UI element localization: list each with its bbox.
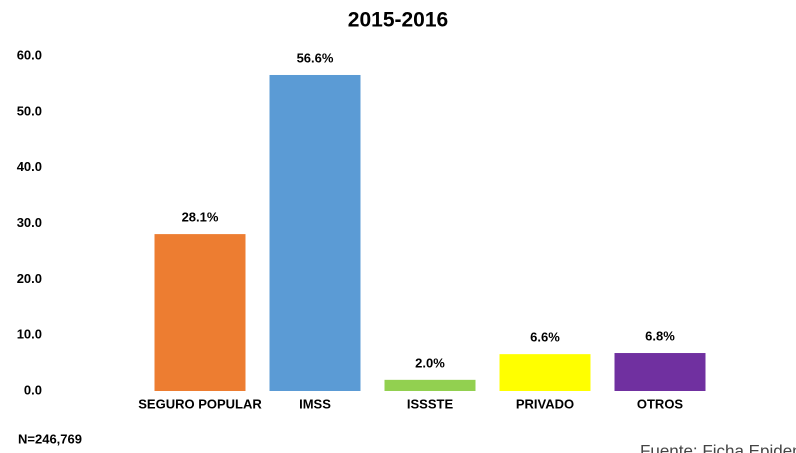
bar (154, 234, 246, 391)
value-label: 6.8% (645, 328, 675, 343)
chart-title: 2015-2016 (348, 9, 448, 32)
x-tick-label: SEGURO POPULAR (138, 396, 262, 411)
bar (499, 354, 591, 391)
y-tick-label: 60.0 (17, 47, 42, 62)
x-tick-label: PRIVADO (516, 396, 574, 411)
y-tick-label: 0.0 (24, 382, 42, 397)
value-label: 28.1% (182, 210, 219, 225)
x-tick-label: IMSS (299, 396, 331, 411)
y-tick-label: 20.0 (17, 271, 42, 286)
source: Fuente: Ficha Epidemiológica (640, 441, 796, 453)
value-label: 56.6% (297, 50, 334, 65)
bar (269, 74, 361, 391)
x-tick-label: ISSSTE (407, 396, 454, 411)
bar (384, 379, 476, 391)
value-label: 6.6% (530, 330, 560, 345)
value-label: 2.0% (415, 355, 445, 370)
note: N=246,769 (18, 431, 82, 446)
y-tick-label: 30.0 (17, 215, 42, 230)
bar (614, 353, 706, 391)
y-tick-label: 40.0 (17, 159, 42, 174)
y-tick-label: 50.0 (17, 103, 42, 118)
x-tick-label: OTROS (637, 396, 684, 411)
y-tick-label: 10.0 (17, 327, 42, 342)
